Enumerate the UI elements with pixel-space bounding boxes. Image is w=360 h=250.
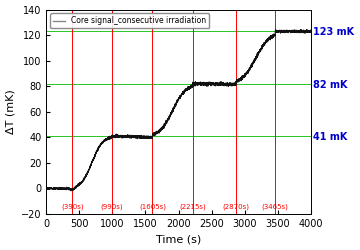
Text: (1605s): (1605s) <box>139 204 166 210</box>
Text: (3465s): (3465s) <box>262 204 289 210</box>
Y-axis label: ΔT (mK): ΔT (mK) <box>5 90 15 134</box>
Text: (990s): (990s) <box>100 204 123 210</box>
X-axis label: Time (s): Time (s) <box>156 234 201 244</box>
Text: (2870s): (2870s) <box>222 204 249 210</box>
Legend: Core signal_consecutive irradiation: Core signal_consecutive irradiation <box>50 14 209 28</box>
Text: (390s): (390s) <box>61 204 84 210</box>
Text: (2215s): (2215s) <box>179 204 206 210</box>
